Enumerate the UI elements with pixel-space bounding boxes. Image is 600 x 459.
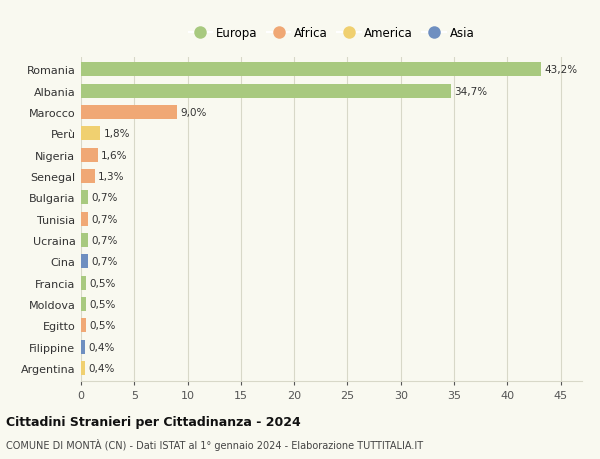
Text: 34,7%: 34,7% [454,86,487,96]
Bar [81,106,177,120]
Text: 0,4%: 0,4% [88,363,115,373]
Text: 1,8%: 1,8% [103,129,130,139]
Bar [81,170,95,184]
Text: Cittadini Stranieri per Cittadinanza - 2024: Cittadini Stranieri per Cittadinanza - 2… [6,415,301,428]
Text: COMUNE DI MONTÀ (CN) - Dati ISTAT al 1° gennaio 2024 - Elaborazione TUTTITALIA.I: COMUNE DI MONTÀ (CN) - Dati ISTAT al 1° … [6,438,423,450]
Bar [81,84,451,98]
Text: 9,0%: 9,0% [180,108,206,118]
Bar [81,340,85,354]
Bar [81,255,88,269]
Bar [81,361,85,375]
Bar [81,212,88,226]
Bar [81,148,98,162]
Text: 0,7%: 0,7% [92,257,118,267]
Bar [81,127,100,141]
Bar [81,191,88,205]
Text: 0,4%: 0,4% [88,342,115,352]
Text: 0,5%: 0,5% [89,299,116,309]
Text: 0,7%: 0,7% [92,193,118,203]
Legend: Europa, Africa, America, Asia: Europa, Africa, America, Asia [186,24,477,42]
Text: 0,7%: 0,7% [92,235,118,246]
Text: 43,2%: 43,2% [545,65,578,75]
Text: 0,5%: 0,5% [89,278,116,288]
Bar [81,234,88,247]
Bar [81,276,86,290]
Text: 0,7%: 0,7% [92,214,118,224]
Bar [81,297,86,311]
Text: 1,3%: 1,3% [98,172,125,182]
Text: 0,5%: 0,5% [89,321,116,330]
Text: 1,6%: 1,6% [101,150,128,160]
Bar [81,319,86,332]
Bar [81,63,541,77]
